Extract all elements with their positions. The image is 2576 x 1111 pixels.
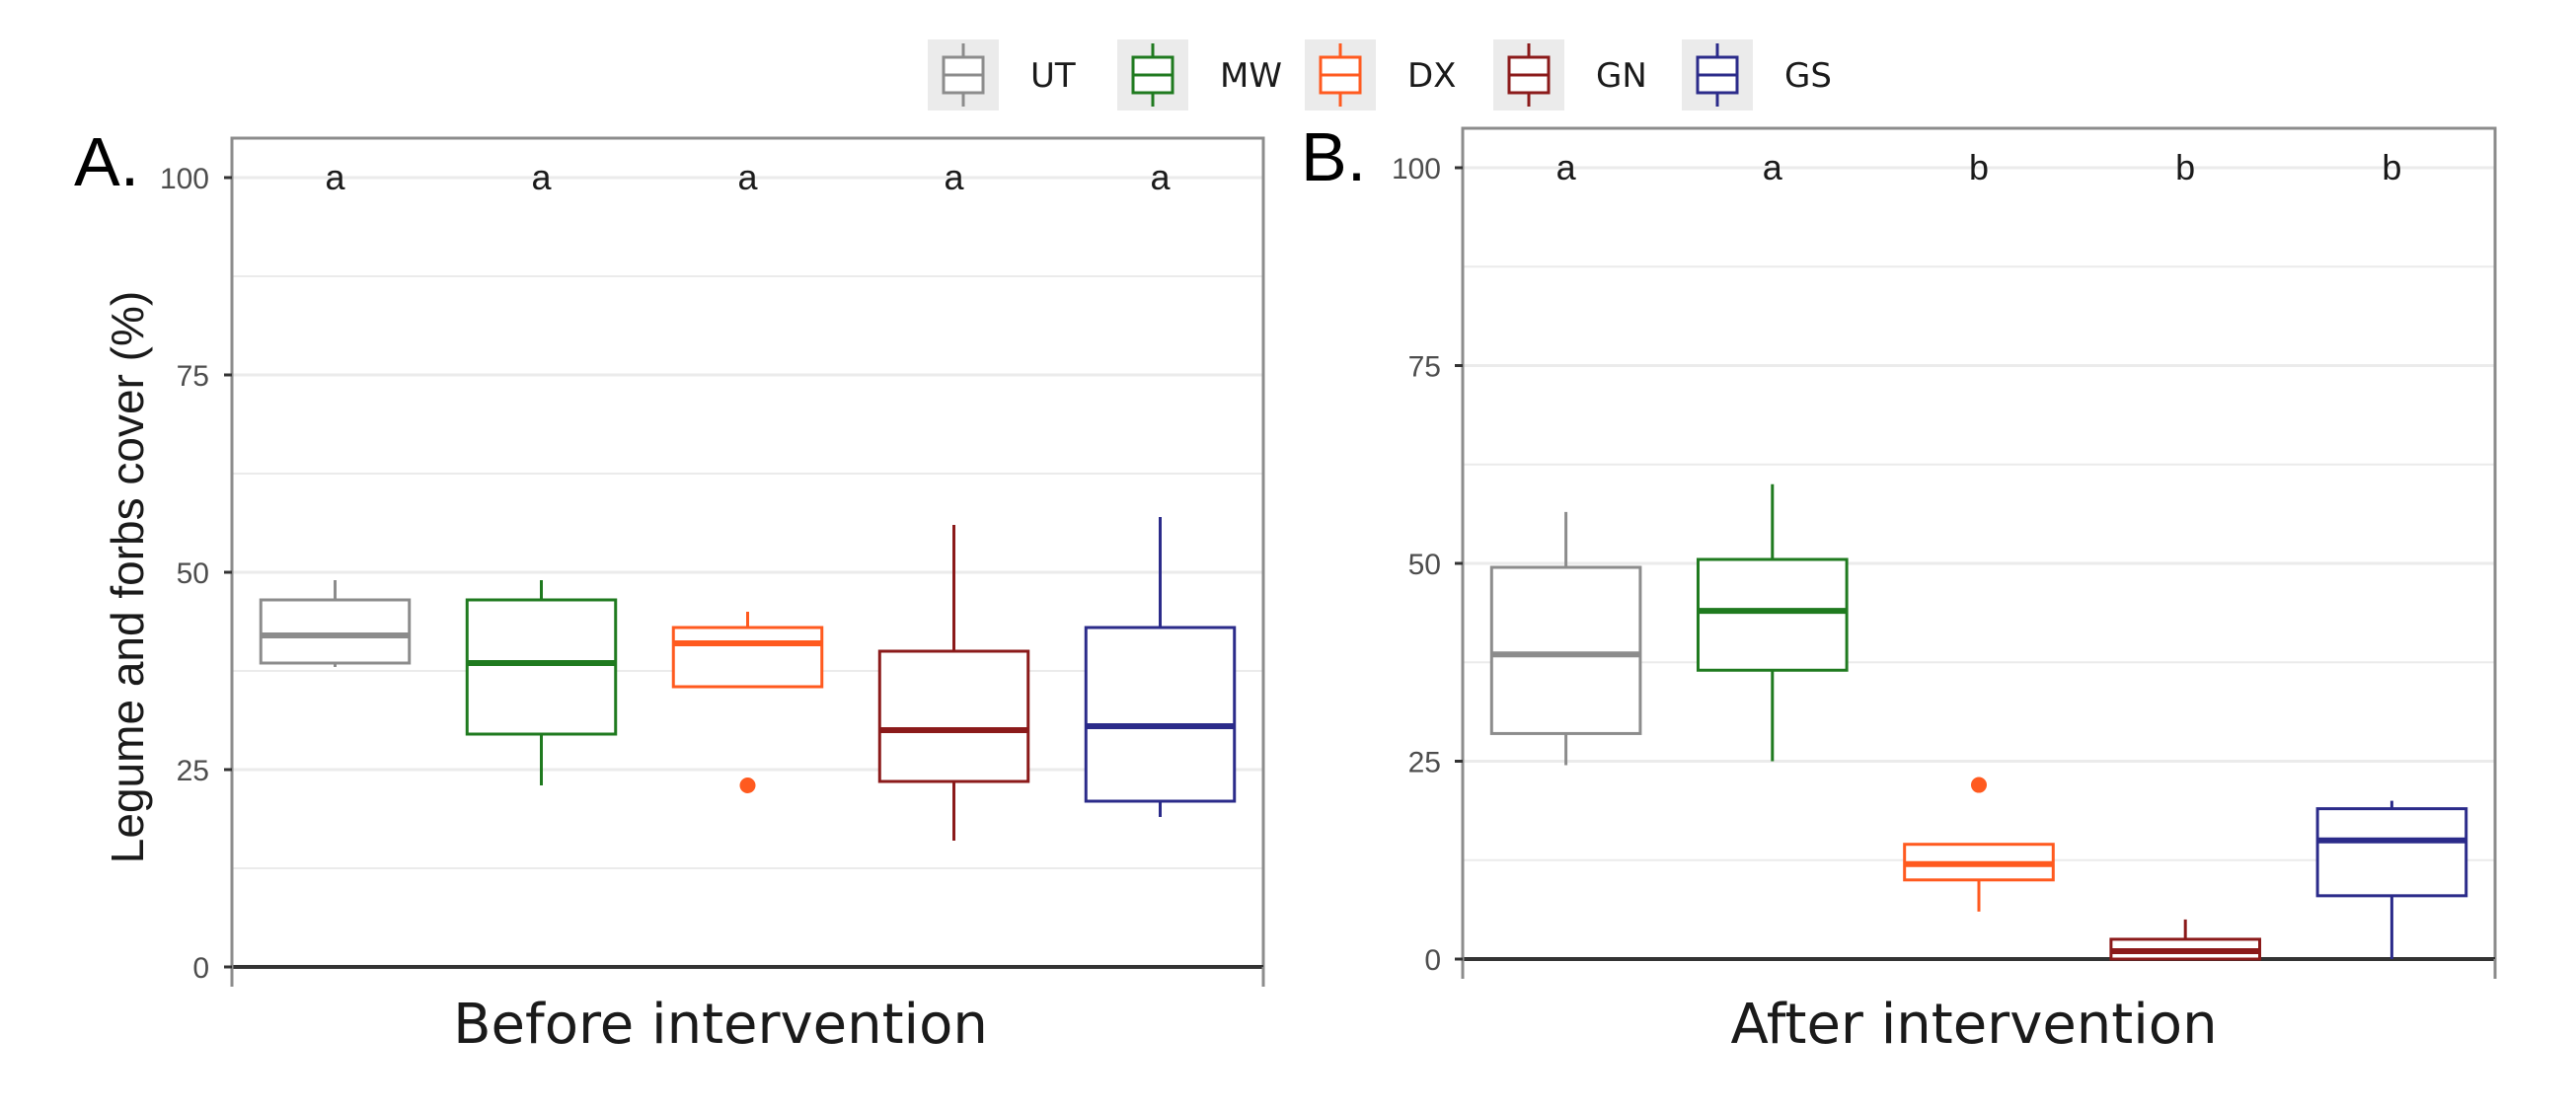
box-iqr bbox=[2315, 807, 2468, 898]
x-axis-title: After intervention bbox=[1730, 993, 2217, 1057]
box-gn: a bbox=[877, 157, 1030, 841]
significance-label: a bbox=[325, 157, 345, 197]
significance-label: b bbox=[1969, 147, 1989, 187]
box-iqr bbox=[877, 649, 1030, 783]
box-mw: a bbox=[465, 157, 618, 785]
significance-label: a bbox=[531, 157, 552, 197]
significance-label: b bbox=[2175, 147, 2195, 187]
box-iqr bbox=[671, 626, 824, 689]
y-tick-label: 100 bbox=[1392, 153, 1441, 185]
box-mw: a bbox=[1696, 147, 1849, 762]
outlier-point bbox=[1971, 777, 1987, 793]
box-gs: a bbox=[1084, 157, 1237, 817]
legend-label: GS bbox=[1784, 56, 1832, 96]
y-tick-label: 0 bbox=[1424, 944, 1441, 977]
box-gn: b bbox=[2109, 147, 2262, 961]
legend-item-gn: GN bbox=[1493, 39, 1647, 111]
outlier-point bbox=[739, 778, 756, 793]
box-iqr bbox=[1489, 565, 1642, 735]
panel-label: B. bbox=[1301, 118, 1366, 195]
panel-after: 0 25 50 75 100 a a b b b B. After intervention bbox=[1301, 118, 2497, 1057]
legend-label: DX bbox=[1407, 56, 1456, 96]
box-iqr bbox=[1084, 626, 1237, 803]
box-iqr bbox=[259, 598, 412, 665]
y-tick-label: 75 bbox=[177, 360, 209, 393]
legend-label: UT bbox=[1030, 56, 1076, 96]
legend-item-gs: GS bbox=[1682, 39, 1832, 111]
y-tick-label: 75 bbox=[1408, 351, 1441, 384]
y-tick-label: 50 bbox=[177, 557, 209, 590]
y-tick-label: 0 bbox=[192, 952, 209, 985]
y-tick-label: 25 bbox=[1408, 747, 1441, 779]
box-dx: b bbox=[1903, 147, 2055, 912]
y-axis-title: Legume and forbs cover (%) bbox=[102, 291, 153, 863]
significance-label: b bbox=[2382, 147, 2401, 187]
box-gs: b bbox=[2315, 147, 2468, 959]
y-tick-label: 25 bbox=[177, 755, 209, 787]
box-dx: a bbox=[671, 157, 824, 793]
significance-label: a bbox=[1556, 147, 1577, 187]
x-axis-title: Before intervention bbox=[453, 993, 988, 1057]
box-ut: a bbox=[259, 157, 412, 667]
legend-label: GN bbox=[1596, 56, 1647, 96]
panel-label: A. bbox=[74, 123, 139, 200]
legend-label: MW bbox=[1220, 56, 1282, 96]
significance-label: a bbox=[1763, 147, 1783, 187]
box-iqr bbox=[465, 598, 618, 736]
panel-before: 0 25 50 75 100 a a a a a A. Before intervention bbox=[74, 123, 1265, 1057]
legend-item-ut: UT bbox=[928, 39, 1076, 111]
legend: UT MW DX GN GS bbox=[928, 39, 1832, 111]
legend-item-dx: DX bbox=[1305, 39, 1456, 111]
significance-label: a bbox=[1150, 157, 1171, 197]
box-ut: a bbox=[1489, 147, 1642, 766]
significance-label: a bbox=[737, 157, 758, 197]
significance-label: a bbox=[944, 157, 964, 197]
panel-frame bbox=[230, 136, 1265, 969]
box-iqr bbox=[1696, 557, 1849, 672]
y-tick-label: 50 bbox=[1408, 549, 1441, 581]
legend-item-mw: MW bbox=[1117, 39, 1282, 111]
y-tick-label: 100 bbox=[160, 163, 209, 195]
